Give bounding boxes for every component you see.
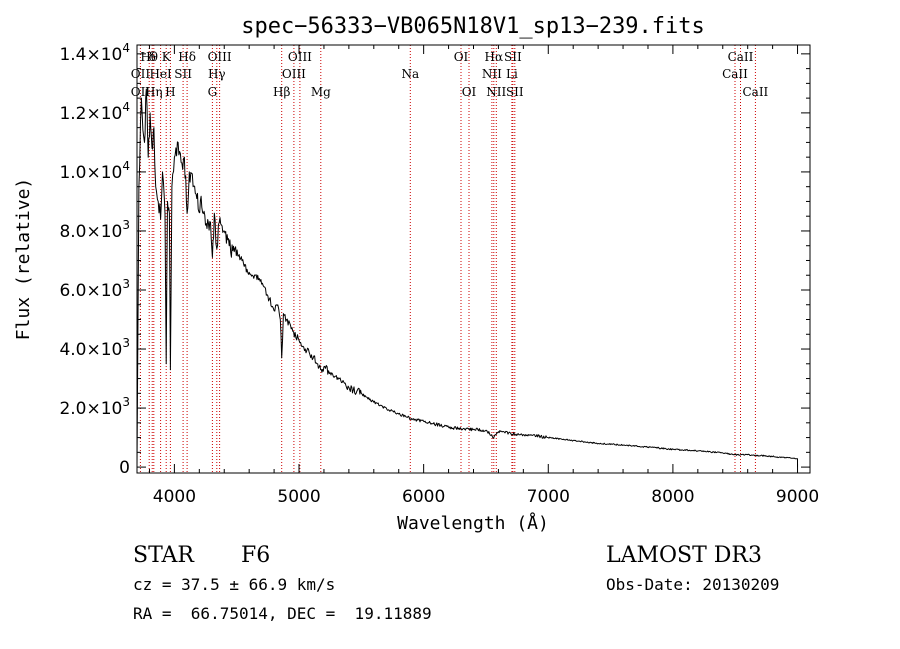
line-marker-label: Mg (311, 85, 331, 99)
line-marker-label: Hγ (208, 67, 226, 81)
line-marker-label: SII (504, 50, 522, 64)
y-tick-label: 2.0×103 (59, 395, 130, 419)
line-marker-label: Hβ (273, 85, 290, 99)
x-axis-label: Wavelength (Å) (397, 512, 549, 534)
x-tick-label: 8000 (651, 487, 694, 507)
y-tick-label: 0 (119, 458, 130, 478)
line-marker-label: Hη (145, 85, 163, 99)
line-marker-label: OII (131, 67, 151, 81)
observation-date: Obs-Date: 20130209 (606, 575, 779, 594)
y-tick-label: 8.0×103 (59, 218, 130, 242)
y-tick-label: 1.0×104 (59, 159, 130, 183)
line-marker-label: H (165, 85, 175, 99)
x-tick-label: 9000 (776, 487, 819, 507)
y-tick-label: 1.2×104 (59, 100, 130, 124)
x-tick-label: 7000 (527, 487, 570, 507)
line-marker-label: Hδ (178, 50, 196, 64)
object-class: STAR (133, 543, 195, 568)
line-marker-label: NII (482, 67, 502, 81)
x-tick-label: 5000 (277, 487, 320, 507)
line-marker-label: OIII (282, 67, 306, 81)
x-tick-label: 4000 (153, 487, 196, 507)
line-marker-label: CaII (728, 50, 754, 64)
line-marker-label: OI (454, 50, 469, 64)
line-marker-label: CaII (742, 85, 768, 99)
chart-title: spec−56333−VB065N18V1_sp13−239.fits (241, 14, 705, 39)
y-tick-label: 1.4×104 (59, 41, 130, 65)
y-tick-label: 4.0×103 (59, 336, 130, 360)
line-marker-label: CaII (722, 67, 748, 81)
line-marker-label: K (162, 50, 172, 64)
line-marker-label: OI (462, 85, 477, 99)
line-marker-label: Li (506, 67, 518, 81)
line-marker-label: Na (401, 67, 419, 81)
line-marker-label: OIII (288, 50, 312, 64)
redshift-velocity: cz = 37.5 ± 66.9 km/s (133, 575, 335, 594)
line-markers (139, 45, 756, 473)
line-marker-label: SII (506, 85, 524, 99)
x-axis-ticks: 4000 5000 6000 7000 8000 9000 (148, 45, 819, 507)
line-marker-label: OIII (208, 50, 232, 64)
line-marker-label: HeI (149, 67, 172, 81)
line-marker-label: NII (486, 85, 506, 99)
spectrum-line (136, 88, 798, 468)
line-marker-label: δ (149, 50, 156, 64)
y-axis-label: Flux (relative) (13, 178, 34, 341)
survey-name: LAMOST DR3 (606, 543, 762, 568)
line-marker-label: SII (174, 67, 192, 81)
y-axis-ticks: 0 2.0×103 4.0×103 6.0×103 8.0×103 1.0×104 1.2×… (59, 41, 810, 478)
object-subclass: F6 (241, 543, 270, 568)
x-tick-label: 6000 (402, 487, 445, 507)
y-tick-label: 6.0×103 (59, 277, 130, 301)
line-marker-label: G (208, 85, 218, 99)
line-marker-label: Hα (485, 50, 504, 64)
sky-coordinates: RA = 66.75014, DEC = 19.11889 (133, 604, 432, 623)
